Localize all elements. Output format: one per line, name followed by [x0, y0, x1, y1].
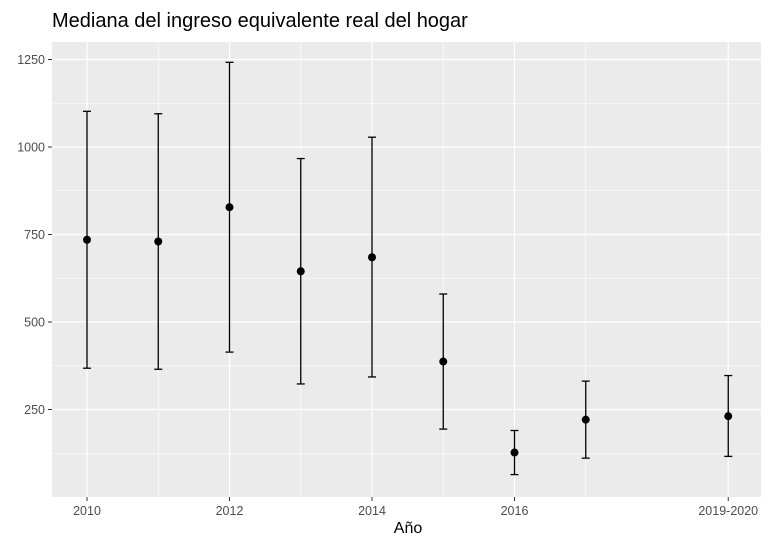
data-point-group [154, 113, 163, 370]
data-point-group [510, 429, 519, 476]
data-point [368, 253, 376, 262]
minor-gridlines [52, 42, 761, 497]
plot-panel [52, 42, 761, 497]
y-tick-label: 1250 [17, 53, 45, 67]
data-point-group [724, 374, 733, 458]
data-point [439, 357, 448, 366]
data-point [510, 448, 519, 457]
data-point-group [296, 157, 305, 385]
x-tick-label: 2014 [358, 504, 386, 518]
data-point [581, 415, 590, 424]
chart-title: Mediana del ingreso equivalente real del… [52, 10, 468, 32]
y-tick-label: 1000 [17, 141, 45, 155]
data-point-group [83, 110, 91, 369]
data-point-group [581, 380, 590, 459]
data-point [83, 235, 91, 244]
x-tick-label: 2019-2020 [698, 504, 758, 518]
data-point-group [225, 61, 234, 353]
data-point [724, 412, 733, 421]
y-tick-label: 500 [24, 316, 45, 330]
data-point-group [368, 136, 376, 378]
x-tick-label: 2012 [216, 504, 244, 518]
x-tick-label: 2010 [73, 504, 101, 518]
data-point [154, 237, 163, 246]
data-point-group [439, 293, 448, 430]
data-marks [83, 61, 733, 476]
x-axis-label: Año [394, 520, 423, 537]
y-tick-label: 750 [24, 228, 45, 242]
x-axis: 2010 2012 2014 2016 2019-2020 [73, 497, 758, 518]
y-axis: 250 500 750 1000 1250 [17, 53, 52, 417]
x-tick-label: 2016 [501, 504, 529, 518]
y-tick-label: 250 [24, 403, 45, 417]
data-point [296, 267, 305, 276]
data-point [225, 203, 234, 212]
